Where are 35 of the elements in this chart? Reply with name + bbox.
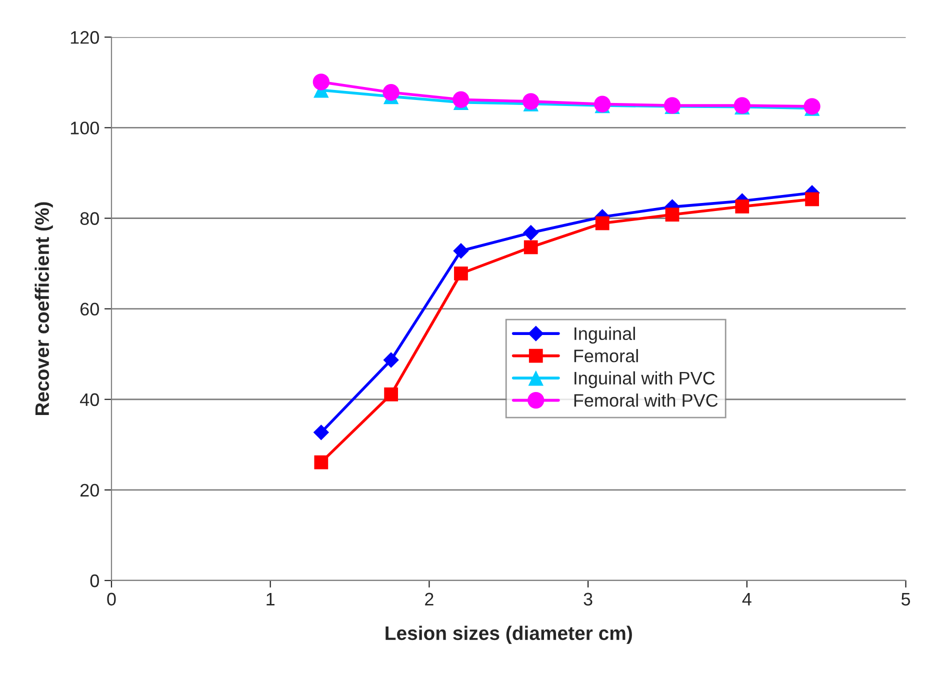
x-tick-label: 5 (901, 592, 910, 606)
point (383, 352, 399, 368)
legend-label: Inguinal with PVC (574, 371, 715, 388)
point (735, 200, 750, 214)
x-tick-label: 1 (266, 592, 274, 606)
x-tick-label: 0 (107, 592, 116, 606)
y-tick-label: 60 (80, 302, 99, 316)
y-tick-label: 20 (80, 484, 99, 497)
y-tick-label: 40 (80, 393, 99, 406)
point (805, 192, 819, 206)
point (595, 216, 610, 230)
point (313, 424, 330, 440)
x-tick-label: 3 (584, 592, 592, 606)
point (522, 93, 540, 110)
y-axis-title: Recover coefficient (%) (34, 202, 53, 416)
y-tick-label: 0 (90, 574, 99, 588)
point (665, 208, 680, 222)
point (453, 242, 469, 259)
point (524, 240, 538, 254)
legend-label: Inguinal (574, 326, 635, 344)
point (314, 455, 328, 470)
legend-label: Femoral with PVC (574, 394, 718, 407)
x-axis-title: Lesion sizes (diameter cm) (386, 626, 632, 644)
y-tick-label: 100 (70, 122, 99, 134)
point (384, 387, 398, 402)
x-tick-label: 2 (425, 592, 434, 606)
y-tick-label: 80 (80, 212, 99, 225)
point (523, 224, 539, 241)
y-tick-label: 120 (70, 31, 99, 44)
point (382, 84, 400, 101)
point (454, 266, 468, 280)
legend-label: Femoral (574, 349, 638, 362)
point (452, 91, 470, 108)
x-tick-label: 4 (742, 592, 752, 606)
point (312, 74, 330, 90)
